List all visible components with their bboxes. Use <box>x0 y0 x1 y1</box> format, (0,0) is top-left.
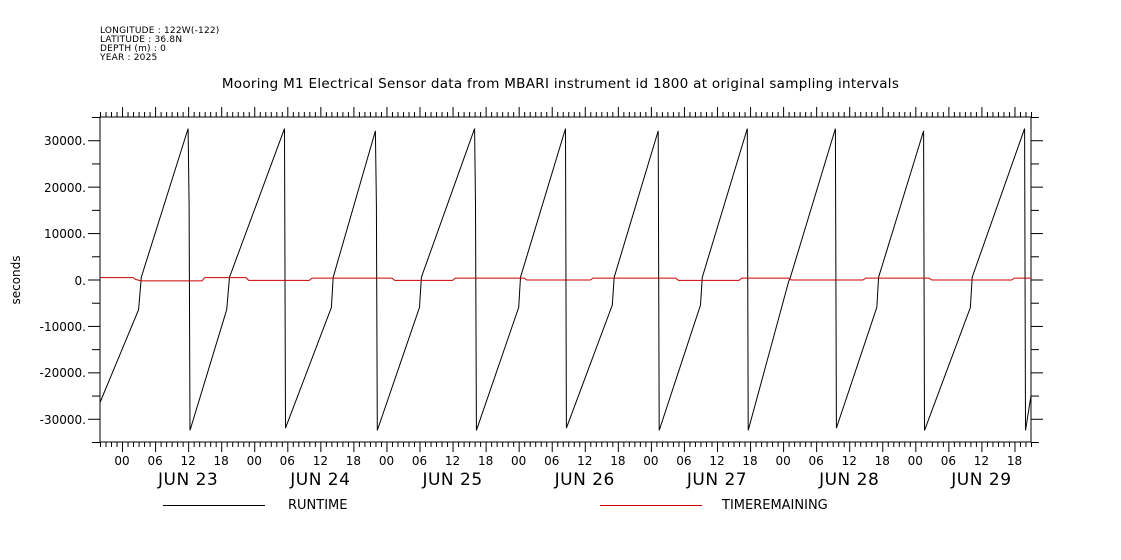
x-hour-label: 12 <box>973 454 990 468</box>
y-tick-label: -10000. <box>39 319 86 334</box>
x-hour-label: 06 <box>676 454 692 468</box>
x-day-label: JUN 23 <box>158 470 219 490</box>
x-hour-label: 00 <box>907 454 923 468</box>
x-day-label: JUN 27 <box>686 470 748 490</box>
x-hour-label: 12 <box>841 454 857 468</box>
x-hour-label: 12 <box>577 454 593 468</box>
x-hour-label: 00 <box>511 454 527 468</box>
x-hour-label: 00 <box>643 454 659 468</box>
x-hour-label: 00 <box>114 454 130 468</box>
x-hour-label: 12 <box>312 454 328 468</box>
x-hour-label: 00 <box>378 454 395 468</box>
x-hour-label: 06 <box>279 454 295 468</box>
x-hour-label: 12 <box>444 454 461 468</box>
x-hour-label: 18 <box>213 454 229 468</box>
x-hour-label: 18 <box>874 454 890 468</box>
x-hour-label: 18 <box>345 454 362 468</box>
x-day-label: JUN 29 <box>951 470 1012 490</box>
x-hour-label: 12 <box>180 454 196 468</box>
x-hour-label: 00 <box>775 454 791 468</box>
x-day-label: JUN 26 <box>554 470 615 490</box>
legend-timeremaining-line <box>600 505 702 506</box>
y-tick-label: -30000. <box>39 412 86 427</box>
x-day-label: JUN 28 <box>819 470 880 490</box>
x-hour-label: 06 <box>808 454 824 468</box>
x-hour-label: 18 <box>1006 454 1023 468</box>
year-label: YEAR : 2025 <box>100 53 158 63</box>
y-tick-label: 0. <box>74 273 86 288</box>
x-hour-label: 18 <box>477 454 494 468</box>
y-tick-label: 30000. <box>44 134 86 149</box>
x-hour-label: 18 <box>742 454 758 468</box>
x-day-label: JUN 24 <box>290 470 351 490</box>
x-hour-label: 06 <box>147 454 163 468</box>
x-hour-label: 12 <box>709 454 725 468</box>
legend-timeremaining-label: TIMEREMAINING <box>722 498 828 513</box>
chart-title: Mooring M1 Electrical Sensor data from M… <box>221 76 900 92</box>
longitude-label: LONGITUDE : 122W(-122) <box>100 26 220 36</box>
x-hour-label: 06 <box>940 454 956 468</box>
x-hour-label: 00 <box>246 454 262 468</box>
y-tick-label: -20000. <box>39 366 86 381</box>
x-day-label: JUN 25 <box>422 470 483 490</box>
series-runtime-line <box>99 128 1032 431</box>
latitude-label: LATITUDE : 36.8N <box>100 35 183 45</box>
legend-runtime-label: RUNTIME <box>288 498 348 513</box>
x-hour-label: 06 <box>411 454 428 468</box>
series-timeremaining-line <box>100 277 1031 282</box>
x-hour-label: 06 <box>544 454 560 468</box>
x-hour-label: 18 <box>610 454 626 468</box>
depth-label: DEPTH (m) : 0 <box>100 44 167 54</box>
y-tick-label: 10000. <box>44 227 86 242</box>
legend-runtime-line <box>163 505 265 506</box>
y-tick-label: 20000. <box>44 180 86 195</box>
